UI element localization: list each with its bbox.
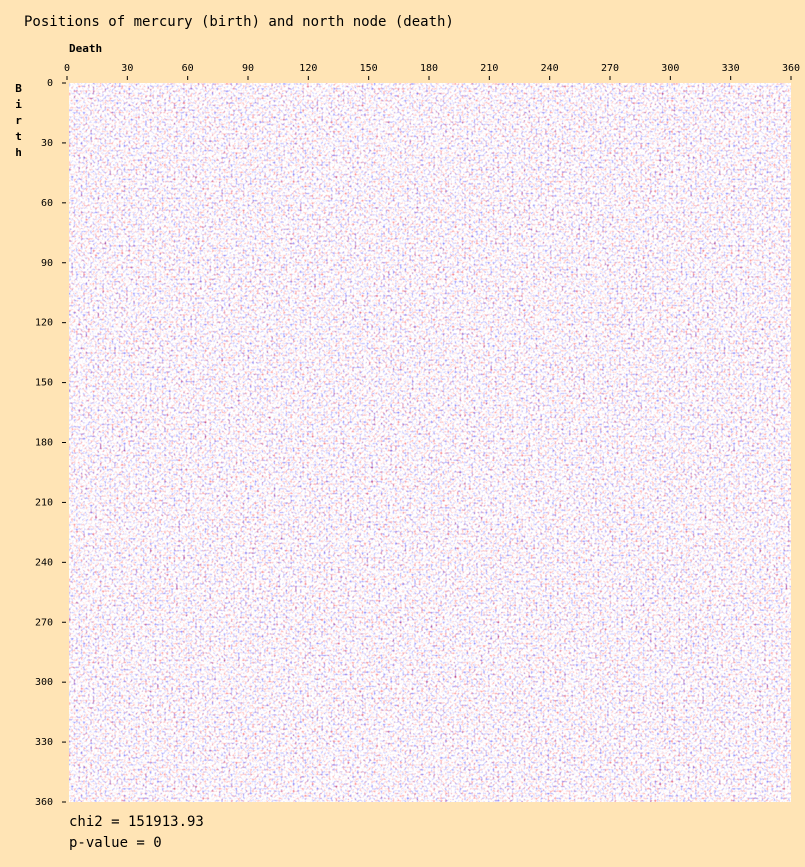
y-tick-label: 90: [41, 258, 53, 269]
y-tick-label: 300: [35, 677, 53, 688]
y-tick-label: 0: [47, 78, 53, 89]
y-tick-label: 120: [35, 318, 53, 329]
y-tick-label: 60: [41, 198, 53, 209]
x-tick-label: 90: [242, 63, 254, 74]
y-axis-label: Birth: [12, 82, 25, 162]
y-tick-label: 180: [35, 438, 53, 449]
x-tick-label: 60: [182, 63, 194, 74]
y-tick-label: 360: [35, 797, 53, 808]
y-tick-label: 330: [35, 737, 53, 748]
x-tick-label: 150: [360, 63, 378, 74]
x-tick-label: 120: [299, 63, 317, 74]
x-tick-label: 360: [782, 63, 800, 74]
x-tick-label: 330: [722, 63, 740, 74]
y-tick-label: 270: [35, 617, 53, 628]
annotation: chi2 = 151913.93: [69, 814, 204, 830]
chart-title: Positions of mercury (birth) and north n…: [24, 14, 454, 30]
x-tick-label: 0: [64, 63, 70, 74]
y-tick-label: 150: [35, 378, 53, 389]
x-tick-label: 30: [121, 63, 133, 74]
annotation: p-value = 0: [69, 835, 162, 851]
x-tick-label: 300: [661, 63, 679, 74]
y-tick-label: 30: [41, 138, 53, 149]
x-tick-label: 180: [420, 63, 438, 74]
x-tick-label: 240: [541, 63, 559, 74]
y-tick-label: 240: [35, 557, 53, 568]
y-tick-label: 210: [35, 497, 53, 508]
x-tick-label: 210: [480, 63, 498, 74]
x-axis-label: Death: [69, 42, 102, 55]
x-tick-label: 270: [601, 63, 619, 74]
heatmap-texture: [69, 83, 791, 802]
